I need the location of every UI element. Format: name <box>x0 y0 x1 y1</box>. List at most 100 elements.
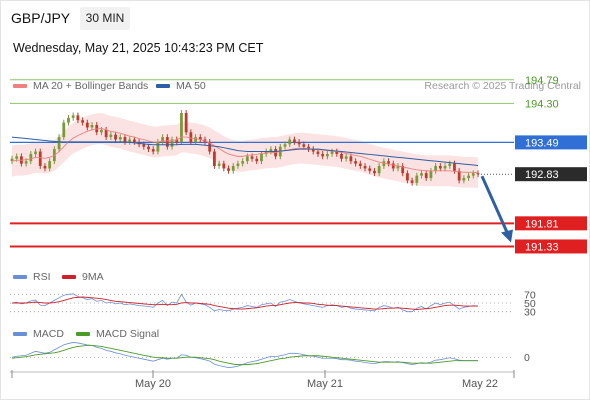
candle-body-49 <box>241 161 245 164</box>
candle-body-5 <box>34 151 37 154</box>
candle-body-92 <box>443 166 447 169</box>
level-label-0: 194.79 <box>525 75 559 87</box>
candle-body-44 <box>217 163 221 166</box>
candle-body-79 <box>382 161 386 166</box>
candle-body-37 <box>184 113 188 133</box>
candle-body-3 <box>24 161 28 164</box>
last-price-label: 192.83 <box>525 169 559 181</box>
candle-body-47 <box>231 166 235 171</box>
candle-body-94 <box>453 163 456 171</box>
candle-body-39 <box>194 137 197 142</box>
candle-body-99 <box>476 173 480 175</box>
ma50-swatch <box>156 84 170 88</box>
timeframe-badge[interactable]: 30 MIN <box>80 7 130 30</box>
candle-body-12 <box>67 117 70 123</box>
rsi-line <box>11 293 479 313</box>
candle-body-36 <box>180 113 183 142</box>
candle-body-60 <box>293 139 296 142</box>
candle-body-86 <box>415 175 419 183</box>
candle-body-28 <box>142 144 146 147</box>
candle-body-59 <box>288 139 292 145</box>
symbol-title: GBP/JPY <box>11 10 71 26</box>
candle-body-64 <box>311 149 315 152</box>
candle-body-14 <box>76 115 80 121</box>
candle-body-63 <box>307 146 310 150</box>
candle-body-71 <box>344 156 348 159</box>
candle-body-80 <box>387 161 390 164</box>
candle-body-75 <box>363 166 367 169</box>
rsi-ma-swatch <box>62 275 76 279</box>
legend-macd-label: MACD <box>33 328 64 340</box>
rsi-tick-0: 70 <box>524 289 536 301</box>
legend-macd-signal-label: MACD Signal <box>96 328 160 340</box>
candle-body-43 <box>213 151 216 166</box>
target-arrow-head <box>501 229 513 243</box>
level-label-2: 193.49 <box>525 137 559 149</box>
candle-body-97 <box>467 175 470 179</box>
candle-body-1 <box>15 156 19 159</box>
legend-ma50-label: MA 50 <box>176 80 206 92</box>
last-price-tag <box>515 167 587 182</box>
candle-body-88 <box>424 173 428 179</box>
candle-body-73 <box>354 161 358 164</box>
candle-body-22 <box>114 134 117 140</box>
candle-body-89 <box>429 170 433 179</box>
candle-body-26 <box>132 139 136 142</box>
candle-body-68 <box>330 151 334 154</box>
candle-body-67 <box>325 153 329 157</box>
candle-body-74 <box>358 163 362 166</box>
candle-body-76 <box>368 168 372 171</box>
legend-rsi: RSI <box>13 271 51 283</box>
candle-body-52 <box>255 158 259 162</box>
candle-body-53 <box>260 153 263 162</box>
candle-body-95 <box>457 170 461 181</box>
time-label-2: May 22 <box>462 378 498 390</box>
candle-body-61 <box>297 141 301 145</box>
candle-body-15 <box>81 120 85 123</box>
rsi-swatch <box>13 275 27 279</box>
candle-body-66 <box>321 153 325 157</box>
candle-body-33 <box>165 137 169 147</box>
candle-body-23 <box>118 137 122 140</box>
candle-body-48 <box>236 163 240 166</box>
rsi-ma-line <box>12 296 478 310</box>
candle-body-24 <box>123 137 127 142</box>
candle-body-91 <box>438 166 442 169</box>
candle-body-32 <box>161 137 165 142</box>
rsi-tick-2: 30 <box>524 307 536 319</box>
candle-body-21 <box>109 134 113 138</box>
candle-body-77 <box>373 170 376 174</box>
legend-macd: MACD <box>13 328 64 340</box>
candle-body-30 <box>151 149 155 152</box>
candle-body-62 <box>302 144 306 147</box>
level-label-1: 194.30 <box>525 98 559 110</box>
candle-body-13 <box>71 115 75 118</box>
candle-body-11 <box>62 122 66 138</box>
candle-body-81 <box>391 163 395 169</box>
candle-body-10 <box>57 137 61 150</box>
candle-body-69 <box>335 151 339 154</box>
time-label-1: May 21 <box>307 378 343 390</box>
candle-body-98 <box>471 173 475 176</box>
candle-body-19 <box>100 129 103 133</box>
level-label-4: 191.33 <box>525 241 559 253</box>
macd-swatch <box>13 332 27 336</box>
candle-body-42 <box>208 141 212 152</box>
macd-tick-0: 0 <box>524 352 530 364</box>
target-arrow-shaft <box>480 175 510 236</box>
ma50-line <box>11 136 479 167</box>
candle-body-50 <box>245 156 249 162</box>
candle-body-7 <box>43 166 47 169</box>
legend-macd-signal: MACD Signal <box>76 328 159 340</box>
rsi-tick-1: 50 <box>524 298 536 310</box>
ma20-swatch <box>13 84 27 88</box>
candle-body-38 <box>189 132 193 142</box>
legend-rsi-ma-label: 9MA <box>82 271 104 283</box>
candle-body-90 <box>434 166 438 171</box>
bollinger-band <box>12 113 478 189</box>
level-label-3: 191.81 <box>525 218 559 230</box>
candle-body-17 <box>90 125 94 128</box>
candle-body-84 <box>405 173 409 181</box>
candle-body-46 <box>227 168 230 171</box>
